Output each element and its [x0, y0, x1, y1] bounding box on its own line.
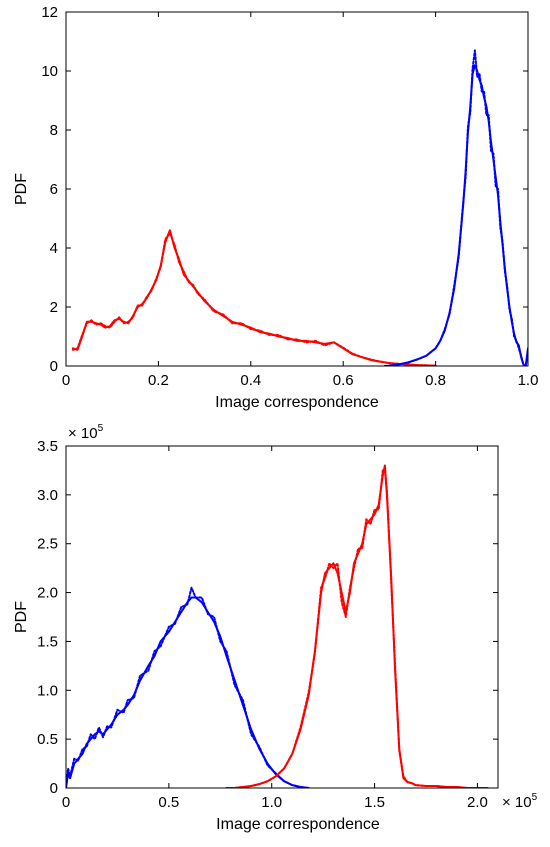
x-tick-label: 1.0 — [261, 794, 282, 811]
y-tick-label: 2 — [50, 299, 58, 316]
x-multiplier-label: × 105 — [502, 792, 538, 811]
x-tick-label: 1.0 — [518, 372, 539, 389]
series-line-2-solid — [225, 464, 489, 788]
series-group — [66, 464, 489, 788]
series-line-1-dashed — [71, 232, 437, 366]
x-axis-label: Image correspondence — [215, 394, 379, 411]
y-tick-label: 12 — [41, 4, 58, 21]
x-tick-label: 1.5 — [364, 794, 385, 811]
y-axis-label: PDF — [13, 601, 30, 633]
y-multiplier-exp: 5 — [98, 423, 104, 434]
y-tick-label: 8 — [50, 122, 58, 139]
y-tick-label: 2.5 — [37, 536, 58, 553]
x-tick-label: 0 — [62, 372, 70, 389]
x-tick-label: 0.4 — [240, 372, 261, 389]
y-tick-label: 3.0 — [37, 487, 58, 504]
x-tick-label: 0.8 — [425, 372, 446, 389]
y-tick-label: 3.5 — [37, 438, 58, 455]
y-tick-label: 0 — [50, 358, 58, 375]
plot-frame — [65, 445, 499, 789]
y-tick-label: 0 — [50, 780, 58, 797]
chart-top: 0 0.2 0.4 0.6 0.8 1.0 0 2 4 6 8 10 12 Image correspon… — [13, 4, 538, 411]
series-line-0-solid — [66, 596, 310, 788]
series-line-3-dashed — [225, 469, 489, 788]
y-tick-label: 0.5 — [37, 731, 58, 748]
x-axis-label: Image correspondence — [216, 816, 380, 833]
x-tick-label: 2.0 — [467, 794, 488, 811]
chart-bottom: 0 0.5 1.0 1.5 2.0 0 0.5 1.0 1.5 2.0 2.5 3.0 3.5 Image… — [13, 423, 538, 833]
x-multiplier-exp: 5 — [532, 792, 538, 803]
y-tick-label: 2.0 — [37, 585, 58, 602]
y-multiplier-base: × 10 — [68, 425, 98, 442]
series-line-3-dashed — [383, 49, 528, 366]
y-tick-label: 1.0 — [37, 682, 58, 699]
y-tick-label: 6 — [50, 181, 58, 198]
y-tick-label: 1.5 — [37, 633, 58, 650]
series-line-2-solid — [383, 64, 528, 366]
x-tick-label: 0 — [62, 794, 70, 811]
y-tick-label: 10 — [41, 63, 58, 80]
x-tick-label: 0.2 — [148, 372, 169, 389]
y-axis-label: PDF — [13, 173, 30, 205]
series-line-0-solid — [71, 229, 437, 366]
y-multiplier-label: × 105 — [68, 423, 104, 442]
y-tick-label: 4 — [50, 240, 58, 257]
x-multiplier-base: × 10 — [502, 794, 532, 811]
series-group — [71, 49, 528, 366]
series-line-1-dashed — [66, 586, 310, 788]
x-tick-label: 0.5 — [158, 794, 179, 811]
x-tick-label: 0.6 — [333, 372, 354, 389]
